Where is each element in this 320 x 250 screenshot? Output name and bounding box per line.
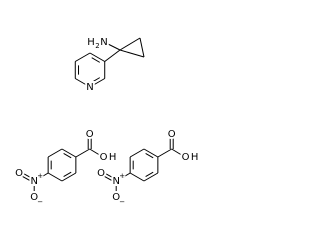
atom-label: + <box>37 172 43 180</box>
atom-label: O <box>182 152 190 163</box>
bond <box>129 148 145 158</box>
atom-label: O <box>86 129 94 140</box>
bond <box>91 77 101 83</box>
atom-label: − <box>37 198 43 206</box>
bond <box>63 171 72 177</box>
bond <box>23 173 32 179</box>
bond <box>145 153 154 159</box>
atom-label: O <box>100 152 108 163</box>
bond <box>157 148 172 158</box>
bond <box>139 37 145 58</box>
atom-label: O <box>15 168 23 179</box>
bond <box>104 49 121 62</box>
atom-label: O <box>112 192 120 203</box>
bond <box>89 148 100 156</box>
bond <box>47 148 63 158</box>
bond <box>75 148 90 158</box>
bond <box>145 171 154 177</box>
bond <box>89 52 105 62</box>
bond <box>105 173 114 179</box>
bond <box>89 78 105 88</box>
atom-label: O <box>168 129 176 140</box>
atom-label: 2 <box>95 42 99 50</box>
bond <box>104 175 112 181</box>
bond <box>61 172 77 182</box>
atom-label: N <box>30 176 37 187</box>
bond <box>61 148 77 158</box>
bond <box>119 49 145 58</box>
bond <box>75 78 91 88</box>
bond <box>171 148 182 156</box>
bond <box>91 57 101 63</box>
atom-label: H <box>109 152 117 163</box>
atom-label: H <box>87 37 95 48</box>
bond <box>143 172 159 182</box>
bond <box>22 175 30 181</box>
atom-label: O <box>97 168 105 179</box>
bond <box>75 52 91 62</box>
atom-label: − <box>119 198 125 206</box>
atom-label: O <box>30 192 38 203</box>
bond <box>37 172 49 180</box>
bond <box>103 41 121 51</box>
atom-label: N <box>86 82 93 93</box>
atom-label: H <box>191 152 199 163</box>
bond <box>129 172 145 182</box>
bond <box>63 153 72 159</box>
atom-label: N <box>112 176 119 187</box>
bond <box>119 37 141 51</box>
bond <box>143 148 159 158</box>
atom-label: N <box>100 37 107 48</box>
atom-label: + <box>119 172 125 180</box>
bonds <box>22 37 182 192</box>
bond <box>47 172 63 182</box>
bond <box>119 172 131 180</box>
